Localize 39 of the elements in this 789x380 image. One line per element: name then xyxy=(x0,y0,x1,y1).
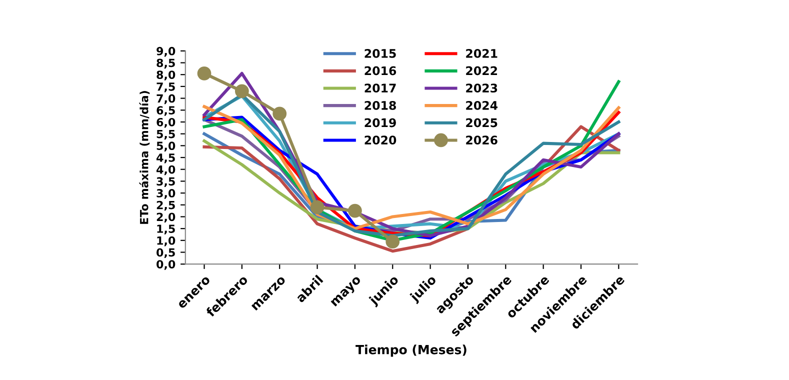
legend-label: 2023 xyxy=(466,84,498,93)
y-tick-label: 0,0 xyxy=(156,260,176,270)
legend-label: 2024 xyxy=(466,100,498,110)
y-tick-label: 1,5 xyxy=(157,224,175,234)
legend-label: 2017 xyxy=(364,84,396,93)
y-tick-label: 3,0 xyxy=(156,189,176,199)
y-tick-label: 3,5 xyxy=(156,177,175,187)
point xyxy=(234,84,249,98)
y-tick-label: 5,5 xyxy=(156,130,175,140)
y-tick-label: 7,5 xyxy=(156,82,175,92)
point xyxy=(386,234,400,249)
y-tick-label: 1,0 xyxy=(157,236,176,246)
y-tick-label: 2,5 xyxy=(156,200,175,211)
y-tick-label: 6,0 xyxy=(156,118,176,128)
y-tick-label: 8,5 xyxy=(156,58,175,69)
point xyxy=(272,106,287,121)
legend-label: 2015 xyxy=(364,48,396,58)
point xyxy=(310,200,324,214)
y-tick-label: 4,5 xyxy=(156,154,175,164)
legend-label: 2020 xyxy=(364,136,396,145)
y-tick-label: 6,5 xyxy=(156,106,175,116)
legend-label: 2025 xyxy=(466,118,498,128)
y-axis-title: ETo máxima (mm/día) xyxy=(139,91,150,224)
y-tick-label: 9,0 xyxy=(156,46,176,57)
point xyxy=(348,204,362,218)
legend-label: 2026 xyxy=(466,136,498,145)
y-tick-label: 2,0 xyxy=(156,212,176,223)
legend-label: 2016 xyxy=(364,66,396,76)
legend-label: 2021 xyxy=(466,48,498,58)
x-axis-title: Tiempo (Meses) xyxy=(356,344,466,357)
legend-label: 2022 xyxy=(466,66,498,76)
legend-label: 2018 xyxy=(364,100,396,110)
y-tick-label: 5,0 xyxy=(156,142,176,152)
y-tick-label: 0,5 xyxy=(156,248,175,258)
legend-label: 2019 xyxy=(364,118,396,128)
y-tick-label: 7,0 xyxy=(156,94,176,104)
point xyxy=(197,66,212,80)
y-tick-label: 8,0 xyxy=(156,70,176,80)
y-tick-label: 4,0 xyxy=(156,165,176,176)
